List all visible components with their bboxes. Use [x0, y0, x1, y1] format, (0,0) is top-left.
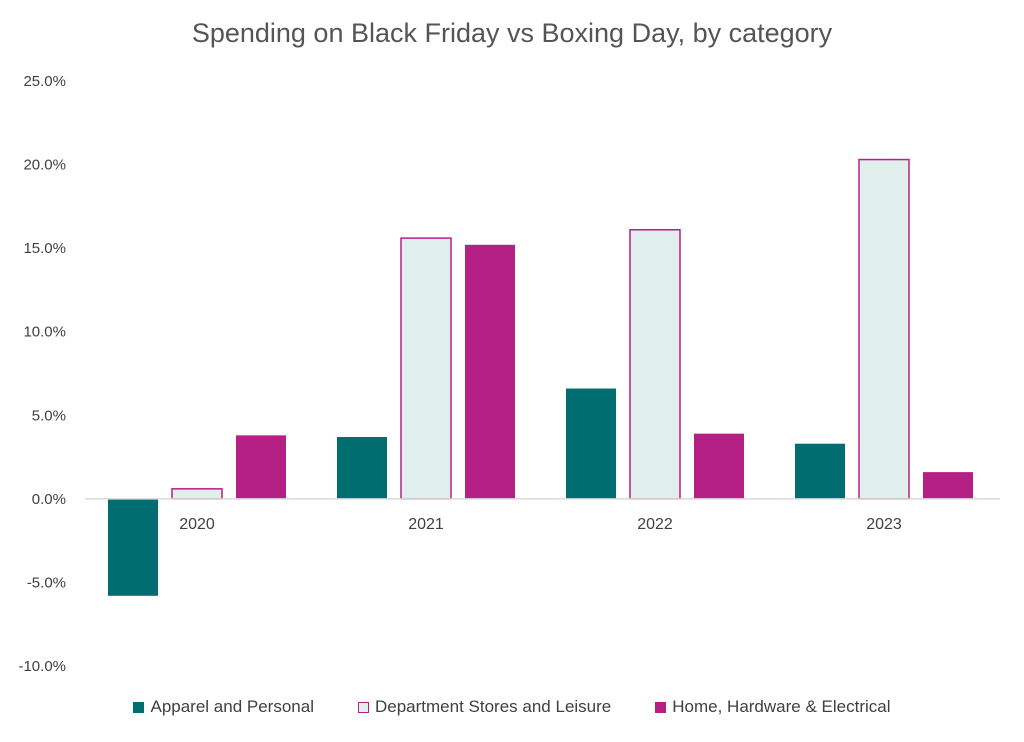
y-tick-label: 20.0% — [23, 157, 66, 174]
y-tick-label: 10.0% — [23, 324, 66, 341]
legend-label: Apparel and Personal — [150, 697, 314, 716]
bar — [171, 488, 223, 500]
bar — [108, 498, 158, 596]
x-category-label: 2022 — [637, 516, 673, 533]
legend-label: Department Stores and Leisure — [375, 697, 612, 716]
y-tick-label: -5.0% — [27, 574, 66, 591]
x-category-label: 2023 — [866, 516, 902, 533]
bar — [400, 237, 452, 500]
y-tick-label: 5.0% — [32, 407, 66, 424]
legend-swatch — [358, 701, 369, 713]
bar — [337, 437, 387, 499]
legend-item: Apparel and Personal — [133, 697, 314, 717]
bar — [629, 229, 681, 500]
legend-swatch — [655, 701, 667, 713]
y-tick-label: -10.0% — [18, 658, 66, 675]
bar — [566, 388, 616, 499]
bar — [694, 433, 744, 499]
bar — [923, 472, 973, 499]
y-axis-ticks: -10.0% -5.0% 0.0% 5.0% 10.0% 15.0% 20.0% 25.0% — [18, 73, 66, 675]
y-tick-label: 15.0% — [23, 240, 66, 257]
bar — [465, 244, 515, 499]
y-tick-label: 0.0% — [32, 491, 66, 508]
bar — [236, 435, 286, 499]
legend-item: Home, Hardware & Electrical — [655, 697, 891, 717]
legend-item: Department Stores and Leisure — [358, 697, 611, 717]
legend-swatch — [133, 701, 145, 713]
legend: Apparel and Personal Department Stores an… — [0, 697, 1024, 717]
x-category-label: 2021 — [408, 516, 444, 533]
bar — [858, 158, 910, 500]
bars-group — [108, 158, 973, 596]
legend-label: Home, Hardware & Electrical — [672, 697, 891, 716]
x-category-label: 2020 — [179, 516, 215, 533]
x-axis-labels: 2020 2021 2022 2023 — [179, 516, 902, 533]
chart-title: Spending on Black Friday vs Boxing Day, … — [191, 18, 833, 48]
bar — [795, 443, 845, 499]
y-tick-label: 25.0% — [23, 73, 66, 90]
